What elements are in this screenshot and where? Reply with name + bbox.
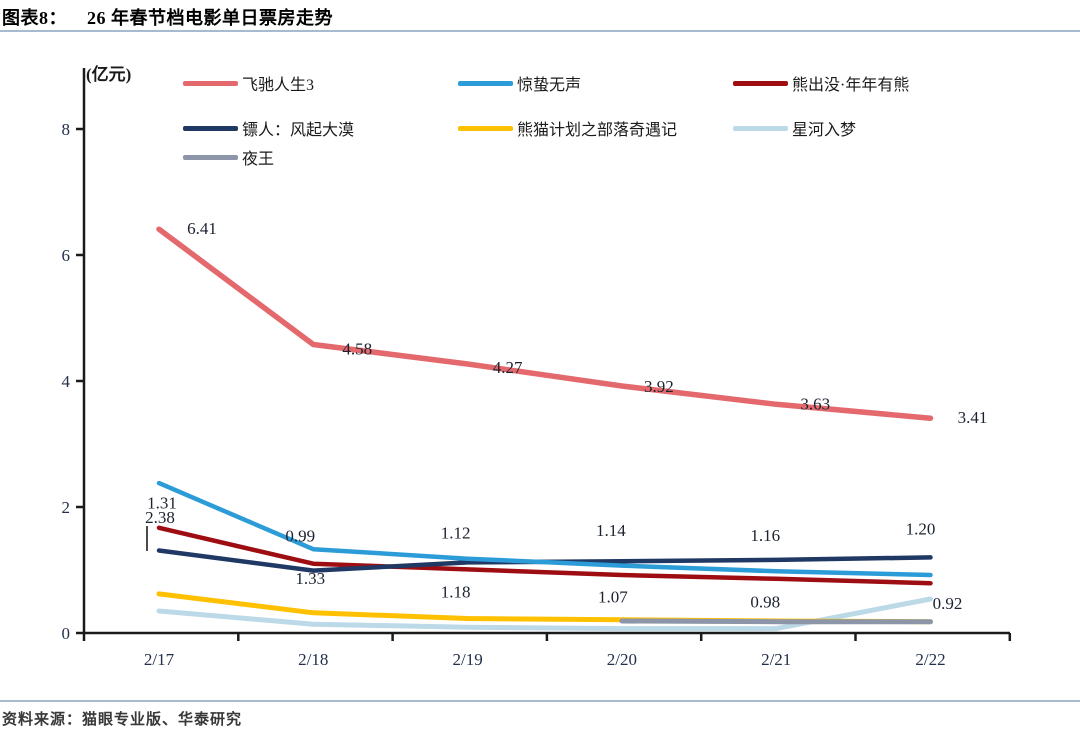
data-label: 3.92 [644,377,674,396]
source-note: 资料来源：猫眼专业版、华泰研究 [2,712,243,728]
chart-title: 26 年春节档电影单日票房走势 [87,8,333,28]
data-label: 1.31 [147,493,177,512]
y-tick-label: 4 [62,372,71,391]
series-line [156,480,933,578]
data-label: 1.18 [441,583,471,602]
data-label: 1.20 [906,519,936,538]
chart-number-tag: 图表8： [2,8,67,28]
data-label: 0.99 [285,527,315,546]
data-label: 1.12 [441,523,471,542]
y-tick-label: 8 [62,120,71,139]
data-label: 6.41 [187,219,217,238]
x-tick-label: 2/20 [607,650,637,669]
footer-divider [0,700,1080,702]
data-label: 2.38 [145,508,175,527]
series-line [156,525,933,586]
x-tick-label: 2/19 [452,650,482,669]
data-label: 1.07 [598,588,628,607]
data-label: 0.92 [933,594,963,613]
series-line [156,226,934,421]
y-tick-label: 6 [62,246,71,265]
data-label: 4.58 [342,339,372,358]
y-tick-label: 2 [62,498,71,517]
header-divider [0,30,1080,32]
data-label: 3.63 [800,394,830,413]
data-label: 3.41 [958,408,988,427]
y-axis-unit-label: (亿元) [86,65,132,84]
chart-header: 图表8： 26 年春节档电影单日票房走势 [2,4,1078,30]
data-label: 1.16 [750,526,780,545]
x-tick-label: 2/21 [761,650,791,669]
x-tick-label: 2/22 [915,650,945,669]
x-tick-label: 2/18 [298,650,328,669]
data-label: 1.14 [596,521,626,540]
series-line [156,591,933,625]
data-label: 1.33 [295,569,325,588]
y-tick-label: 0 [62,624,71,643]
data-label: 0.98 [750,592,780,611]
data-label: 4.27 [493,358,523,377]
x-tick-label: 2/17 [144,650,175,669]
series-line [619,618,933,625]
